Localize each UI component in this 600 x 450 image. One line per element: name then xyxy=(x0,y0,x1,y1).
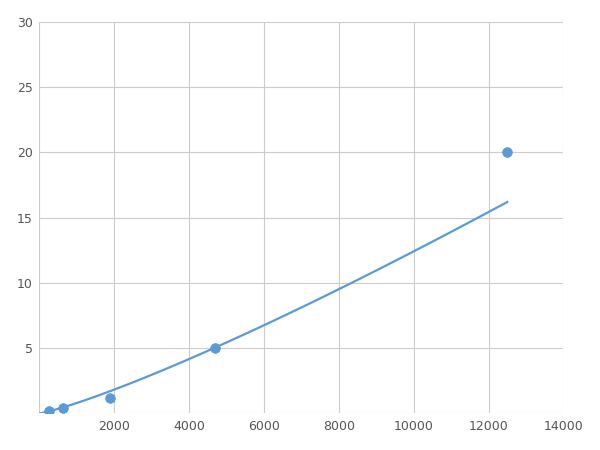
Point xyxy=(105,394,115,401)
Point xyxy=(58,405,68,412)
Point xyxy=(44,407,53,414)
Point xyxy=(503,148,512,156)
Point xyxy=(210,345,220,352)
